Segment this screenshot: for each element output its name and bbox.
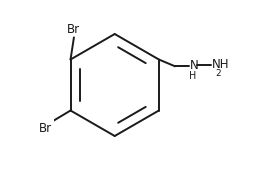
Text: NH: NH [212, 58, 229, 71]
Text: 2: 2 [215, 69, 221, 78]
Text: H: H [189, 71, 196, 81]
Text: Br: Br [39, 122, 52, 135]
Text: Br: Br [67, 23, 81, 36]
Text: N: N [190, 59, 199, 72]
